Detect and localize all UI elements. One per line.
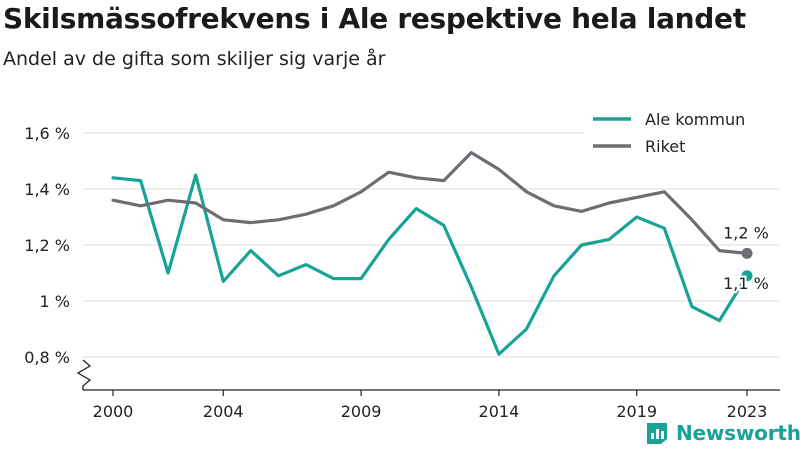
chart-subtitle: Andel av de gifta som skiljer sig varje …	[3, 48, 386, 70]
end-point-riket	[741, 247, 753, 259]
x-tick-label: 2014	[479, 402, 520, 421]
x-tick-label: 2000	[93, 402, 134, 421]
end-point-ale-kommun	[741, 270, 753, 282]
series-line-ale-kommun	[111, 173, 749, 356]
x-tick-label: 2004	[203, 402, 244, 421]
legend-label-riket: Riket	[645, 137, 685, 156]
bar-chart-logo-icon	[647, 423, 667, 444]
x-tick-label: 2019	[616, 402, 657, 421]
y-tick-label: 1,2 %	[24, 236, 70, 255]
legend-label-ale-kommun: Ale kommun	[645, 110, 745, 129]
y-tick-label: 1,4 %	[24, 180, 70, 199]
newsworthy-brand: Newsworthy	[644, 419, 800, 447]
axis-break-icon	[76, 359, 92, 390]
x-tick-label: 2023	[727, 402, 768, 421]
chart-title: Skilsmässofrekvens i Ale respektive hela…	[3, 2, 746, 35]
series-line-riket	[111, 151, 749, 255]
y-tick-label: 1 %	[40, 292, 70, 311]
brand-name: Newsworthy	[676, 421, 800, 445]
legend-background	[583, 103, 783, 159]
y-tick-label: 0,8 %	[24, 348, 70, 367]
end-value-label-ale-kommun: 1,1 %	[723, 274, 769, 293]
y-tick-label: 1,6 %	[24, 124, 70, 143]
end-value-label-riket: 1,2 %	[723, 223, 769, 242]
x-tick-label: 2009	[341, 402, 382, 421]
